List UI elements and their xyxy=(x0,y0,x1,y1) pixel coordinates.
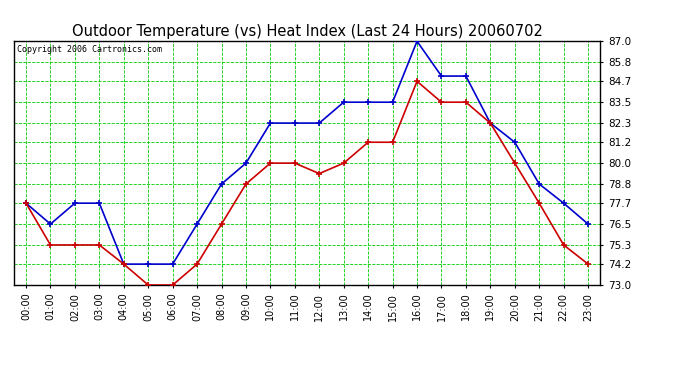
Text: Copyright 2006 Cartronics.com: Copyright 2006 Cartronics.com xyxy=(17,45,161,54)
Title: Outdoor Temperature (vs) Heat Index (Last 24 Hours) 20060702: Outdoor Temperature (vs) Heat Index (Las… xyxy=(72,24,542,39)
